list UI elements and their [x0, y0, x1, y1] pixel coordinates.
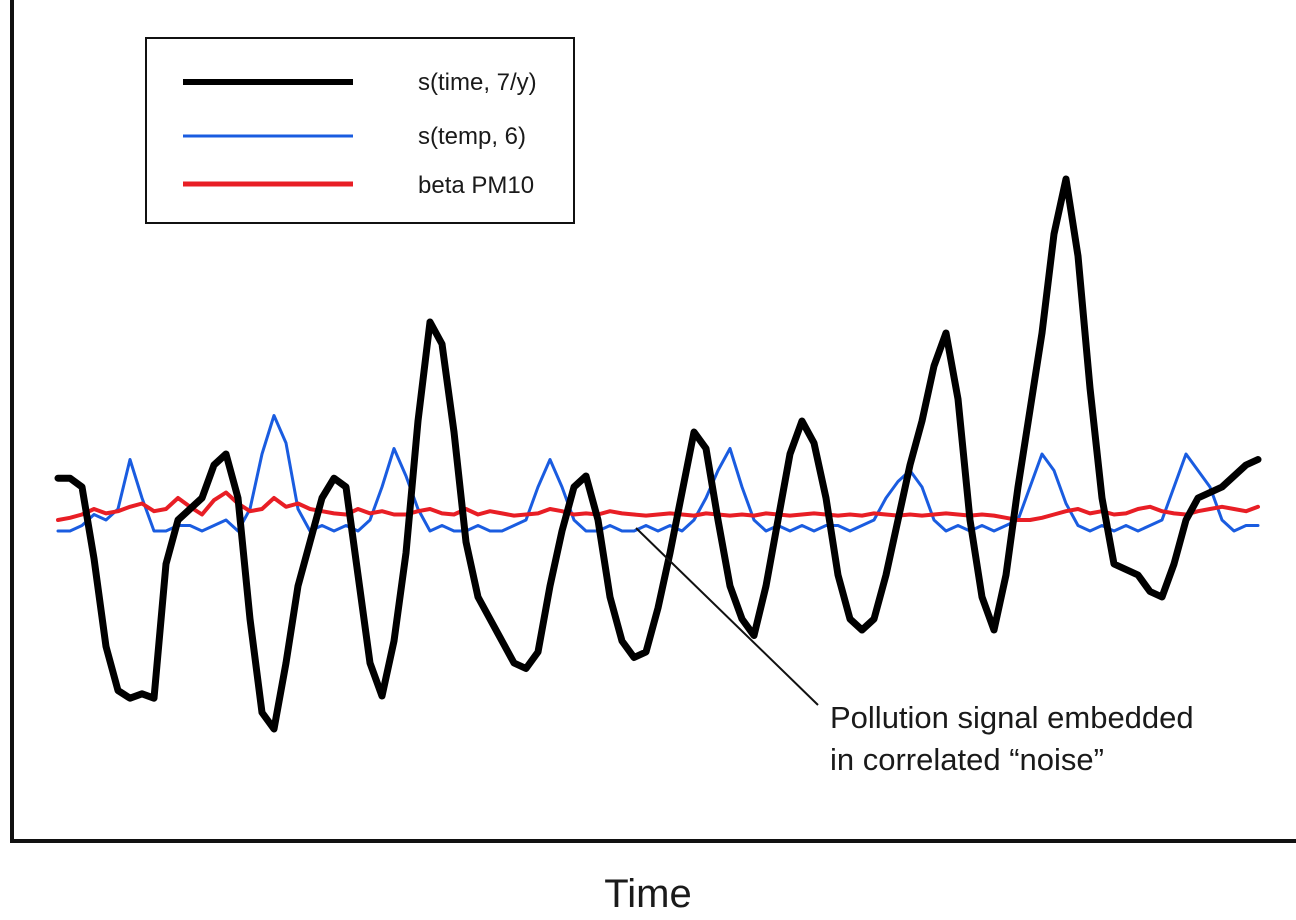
annotation: Pollution signal embedded in correlated … — [635, 527, 1194, 777]
x-axis-label: Time — [604, 872, 692, 916]
legend-label-s-temp: s(temp, 6) — [418, 123, 526, 150]
annotation-text-line2: in correlated “noise” — [830, 742, 1104, 777]
series-line-beta-pm10 — [56, 490, 1260, 522]
annotation-leader-line — [635, 527, 819, 706]
legend: s(time, 7/y) s(temp, 6) beta PM10 — [145, 37, 575, 224]
legend-label-s-time: s(time, 7/y) — [418, 69, 537, 96]
annotation-text-line1: Pollution signal embedded — [830, 700, 1194, 735]
legend-box — [145, 37, 575, 224]
series-layer — [54, 175, 1262, 733]
legend-label-beta-pm10: beta PM10 — [418, 172, 534, 199]
series-line-s-time-7-y — [54, 175, 1262, 733]
series-line-s-temp-6 — [56, 414, 1260, 533]
